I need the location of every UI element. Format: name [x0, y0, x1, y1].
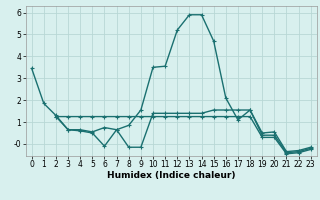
X-axis label: Humidex (Indice chaleur): Humidex (Indice chaleur) — [107, 171, 236, 180]
